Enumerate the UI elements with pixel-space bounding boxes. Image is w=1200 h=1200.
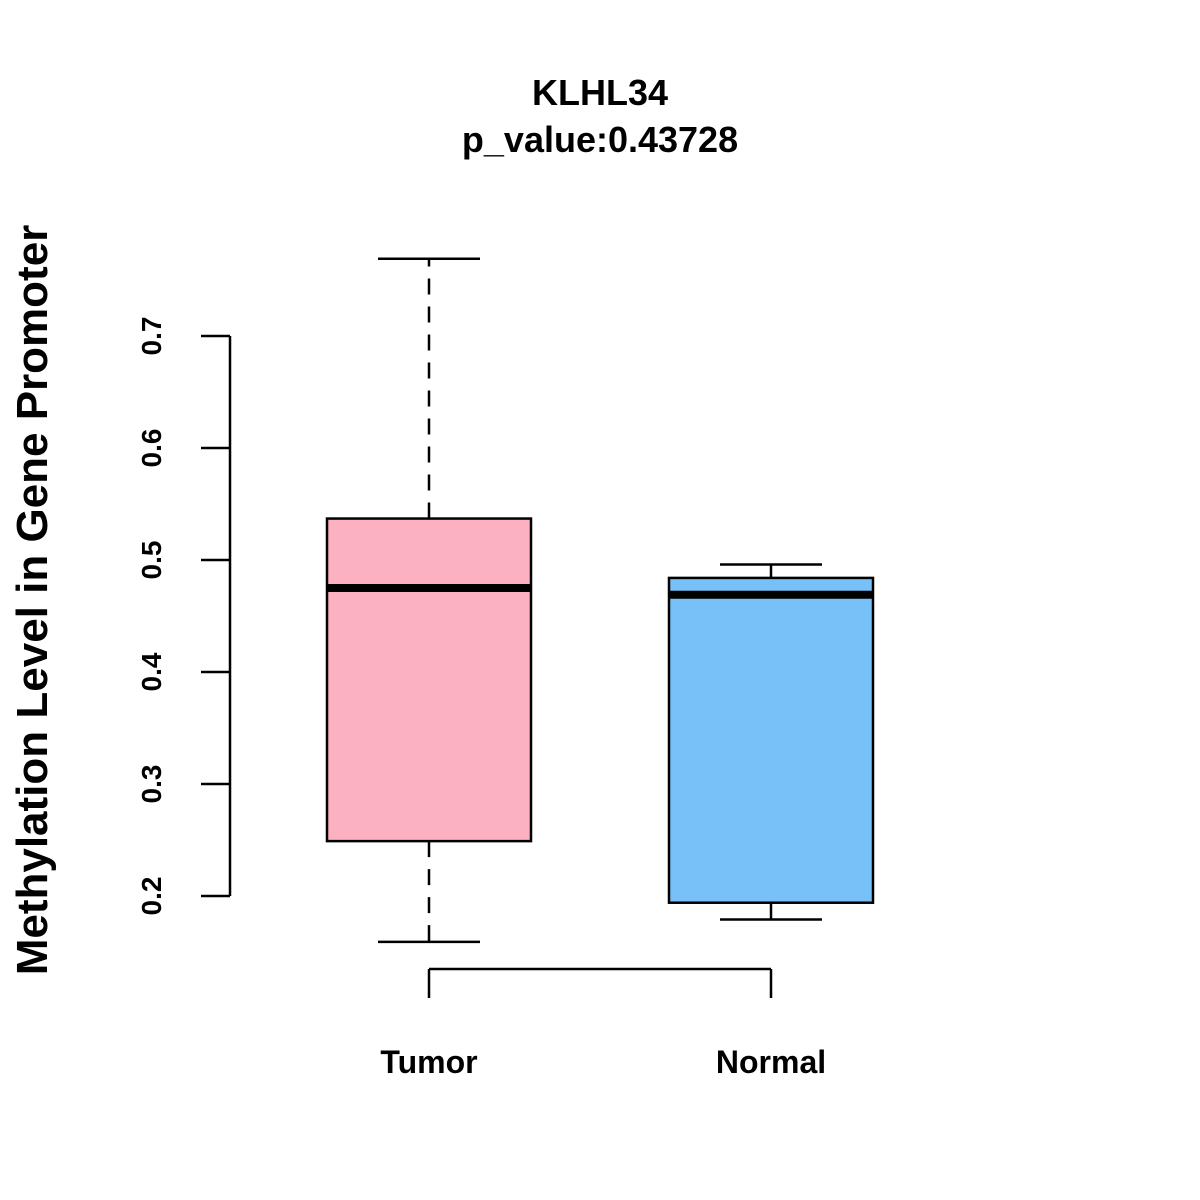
box-normal <box>667 563 875 921</box>
x-axis: Tumor Normal <box>380 967 826 1080</box>
x-category-label-normal: Normal <box>716 1044 826 1080</box>
y-tick-label: 0.6 <box>136 429 167 468</box>
y-tick-label: 0.5 <box>136 541 167 580</box>
chart-subtitle: p_value:0.43728 <box>462 119 738 160</box>
boxes <box>325 257 875 944</box>
x-category-label-tumor: Tumor <box>380 1044 477 1080</box>
box-tumor <box>325 257 533 944</box>
y-axis: 0.2 0.3 0.4 0.5 0.6 0.7 <box>136 317 232 916</box>
chart-title: KLHL34 <box>532 72 668 113</box>
y-tick-label: 0.3 <box>136 765 167 804</box>
y-tick-label: 0.7 <box>136 317 167 356</box>
iqr-box <box>667 576 875 904</box>
iqr-box <box>325 517 533 843</box>
y-axis-label: Methylation Level in Gene Promoter <box>8 225 57 976</box>
y-tick-label: 0.2 <box>136 877 167 916</box>
y-tick-label: 0.4 <box>136 652 167 691</box>
